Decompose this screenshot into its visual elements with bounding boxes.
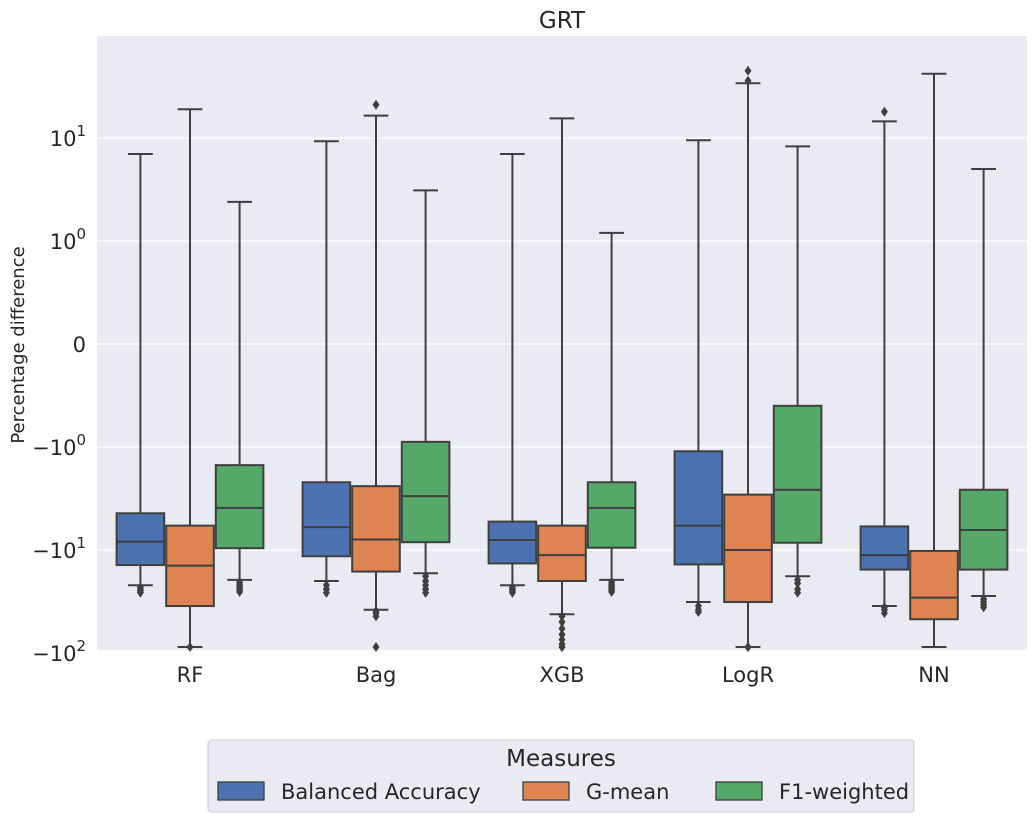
box-LogR-1 [723,65,773,652]
x-tick-label: Bag [356,663,397,687]
flier [372,611,380,622]
x-tick-label: NN [918,663,949,687]
flier [322,587,330,598]
y-axis-label: Percentage difference [8,246,29,443]
legend-swatch [522,781,570,801]
legend-label: F1-weighted [779,780,909,804]
box-LogR-2 [772,145,823,598]
x-tick-label: XGB [539,663,584,687]
x-tick-label: RF [177,663,204,687]
legend-title: Measures [506,746,616,772]
box-XGB-1 [537,117,587,652]
box-body [301,481,352,558]
box-body [400,440,451,544]
legend-label: G-mean [586,780,669,804]
box-RF-2 [214,200,265,597]
flier [880,608,888,619]
flier [508,587,516,598]
box-body [909,549,959,621]
flier [372,642,380,652]
box-NN-0 [859,106,910,619]
chart-title: GRT [539,8,586,34]
box-plots [115,65,1009,652]
y-tick-label: −102 [32,637,86,666]
box-Bag-1 [351,99,401,652]
flier [744,642,752,652]
flier [880,106,888,117]
box-body [859,525,910,571]
x-axis-ticks: RF Bag XGB LogR NN [177,663,950,687]
flier [136,587,144,598]
flier [422,587,430,598]
y-tick-label: 0 [73,333,86,357]
flier [980,602,988,613]
flier [794,578,802,589]
flier [558,611,566,622]
box-body [723,493,773,604]
legend: Measures Balanced Accuracy G-mean F1-weight… [207,739,915,813]
flier [558,623,566,634]
flier [558,616,566,627]
legend-label: Balanced Accuracy [281,780,481,804]
flier [794,587,802,598]
legend-swatch [217,781,265,801]
flier [186,642,194,652]
y-tick-label: −100 [32,431,86,460]
box-Bag-2 [400,189,451,598]
flier [558,629,566,640]
flier [236,586,244,597]
box-XGB-0 [487,152,538,598]
flier [694,607,702,618]
box-body [772,404,823,544]
flier [744,75,752,86]
box-XGB-2 [586,231,637,597]
box-body [115,512,166,567]
flier [608,586,616,597]
box-NN-1 [909,72,959,648]
flier [372,99,380,110]
box-body [586,481,637,549]
legend-swatch [715,781,763,801]
box-RF-1 [165,108,215,652]
flier [744,65,752,76]
y-tick-label: −101 [32,534,86,563]
box-RF-0 [115,152,166,598]
y-tick-label: 101 [50,122,86,151]
y-axis-ticks: 101 100 0 −100 −101 −102 [32,122,86,666]
box-Bag-0 [301,140,352,598]
y-tick-label: 100 [50,225,86,254]
x-tick-label: LogR [722,663,774,687]
box-NN-2 [958,168,1009,613]
box-body [673,450,724,566]
box-LogR-0 [673,139,724,618]
box-body [351,485,401,573]
box-body [487,520,538,565]
flier [558,642,566,652]
box-body [537,524,587,583]
box-body [214,464,265,550]
